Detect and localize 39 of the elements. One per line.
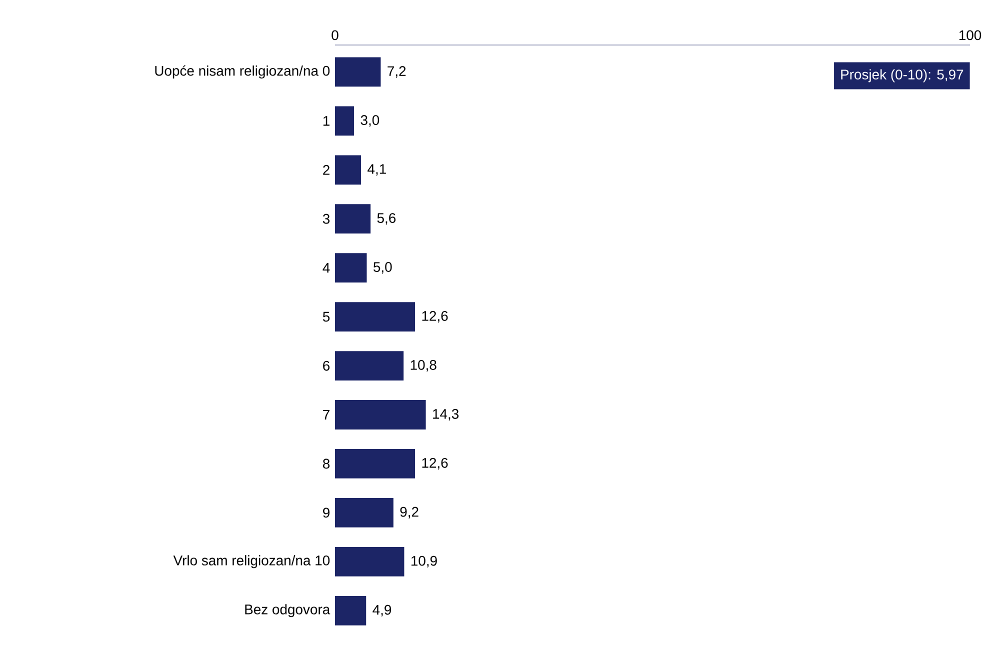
bar [334, 449, 416, 478]
bar [334, 253, 367, 283]
data-label: 10,8 [410, 360, 436, 372]
y-tick-label: 9 [323, 508, 330, 518]
y-tick-label: 4 [322, 263, 330, 273]
bar [334, 106, 354, 136]
bar [334, 498, 394, 528]
data-label: 4,9 [372, 604, 392, 616]
y-tick-label: Bez odgovora [245, 604, 330, 618]
x-tick-label: 0 [332, 30, 338, 40]
x-tick-label: 100 [959, 30, 982, 40]
data-label: 3,0 [360, 115, 380, 127]
bar [334, 596, 366, 626]
data-label: 12,6 [422, 311, 448, 323]
data-label: 5,0 [374, 262, 392, 274]
data-label: 4,1 [368, 164, 386, 176]
y-tick-label: Uopće nisam religiozan/na 0 [155, 65, 330, 79]
y-tick-label: Vrlo sam religiozan/na 10 [173, 555, 330, 568]
bar [334, 204, 371, 234]
bar [334, 155, 362, 185]
y-tick-label: 1 [323, 116, 330, 126]
bar [334, 546, 404, 576]
bar [334, 57, 381, 87]
data-label: 10,9 [411, 556, 437, 568]
y-tick-label: 8 [323, 458, 330, 469]
data-label: 9,2 [400, 506, 418, 518]
data-label: 12,6 [422, 458, 448, 470]
annotation: Prosjek (0-10): 5,97 [841, 69, 964, 82]
y-tick-label: 7 [323, 410, 330, 420]
data-label: 7,2 [388, 66, 406, 78]
y-tick-label: 2 [323, 165, 330, 175]
data-label: 5,6 [377, 213, 396, 225]
data-label: 14,3 [433, 408, 459, 420]
bar [334, 302, 416, 332]
y-tick-label: 5 [322, 312, 330, 322]
bar [334, 351, 404, 380]
bar [334, 400, 426, 430]
y-tick-label: 3 [322, 214, 330, 224]
y-tick-label: 6 [323, 360, 330, 371]
